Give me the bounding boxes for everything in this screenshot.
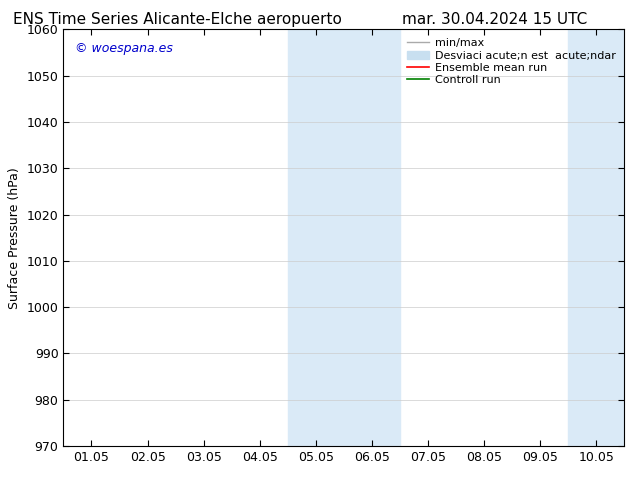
- Bar: [288, 29, 400, 446]
- Bar: [569, 29, 624, 446]
- Y-axis label: Surface Pressure (hPa): Surface Pressure (hPa): [8, 167, 21, 309]
- Legend: min/max, Desviaci acute;n est  acute;ndar, Ensemble mean run, Controll run: min/max, Desviaci acute;n est acute;ndar…: [404, 35, 619, 89]
- Text: ENS Time Series Alicante-Elche aeropuerto: ENS Time Series Alicante-Elche aeropuert…: [13, 12, 342, 27]
- Text: © woespana.es: © woespana.es: [75, 42, 172, 55]
- Text: mar. 30.04.2024 15 UTC: mar. 30.04.2024 15 UTC: [402, 12, 587, 27]
